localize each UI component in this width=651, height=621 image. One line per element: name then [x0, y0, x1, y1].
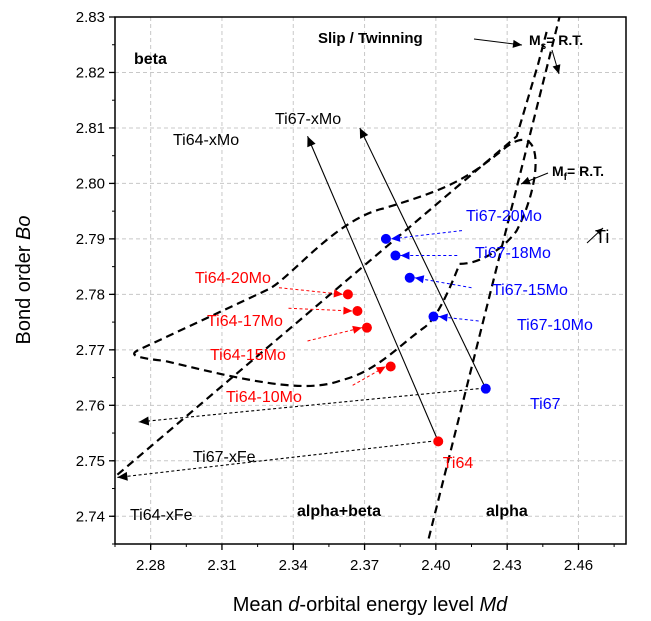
data-points — [342, 233, 491, 447]
label-arrow — [307, 327, 363, 342]
data-point — [428, 311, 439, 322]
vector-label: Ti67-xFe — [193, 449, 256, 466]
ti67-xmo-vector-head — [359, 127, 369, 139]
alpha-beta-boundary-curve — [133, 138, 537, 388]
x-tick-label: 2.40 — [421, 557, 450, 574]
label-arrow — [390, 230, 463, 240]
region-label-slip-twinning: Slip / Twinning — [318, 30, 423, 47]
ti64-xmo-vector — [307, 136, 439, 442]
label-arrow-head — [352, 325, 362, 334]
ti64-xfe-vector — [117, 440, 432, 478]
axis-ticks: 2.28 2.31 2.34 2.37 2.40 2.43 2.46 2.74 2.75 2.76… — [76, 9, 615, 574]
data-point — [342, 289, 353, 300]
region-label-alpha: alpha — [486, 503, 528, 520]
point-labels: Ti64 Ti64-10Mo Ti64-15Mo Ti64-17Mo Ti64-20Mo… — [195, 208, 593, 472]
y-tick-label: 2.83 — [76, 9, 105, 26]
x-tick-label: 2.28 — [136, 557, 165, 574]
label-arrows — [278, 38, 561, 386]
point-label: Ti67-15Mo — [492, 282, 568, 299]
label-arrow — [352, 366, 386, 386]
point-label: Ti67-20Mo — [466, 208, 542, 225]
y-tick-label: 2.76 — [76, 397, 105, 414]
x-tick-label: 2.46 — [564, 557, 593, 574]
data-point — [385, 361, 396, 372]
grid — [115, 16, 626, 544]
label-arrow-head — [343, 306, 353, 315]
data-point — [480, 383, 491, 394]
x-tick-label: 2.37 — [350, 557, 379, 574]
y-tick-label: 2.75 — [76, 453, 105, 470]
y-tick-label: 2.80 — [76, 175, 105, 192]
data-point — [352, 306, 363, 317]
x-axis-title: Mean d-orbital energy level Md — [233, 594, 508, 616]
y-axis-title: Bond order Bo — [13, 216, 35, 345]
beta-boundary-line — [116, 27, 549, 476]
data-point — [361, 322, 372, 333]
label-arrow-head — [390, 233, 401, 242]
y-tick-label: 2.78 — [76, 286, 105, 303]
label-arrow-head — [400, 251, 410, 260]
vector-label: Ti64-xMo — [173, 132, 239, 149]
label-arrow — [414, 277, 472, 289]
region-label-alpha-beta: alpha+beta — [297, 503, 381, 520]
x-tick-label: 2.34 — [279, 557, 308, 574]
ti67-xfe-vector-head — [138, 416, 150, 426]
label-arrow — [278, 287, 343, 295]
ms-label: Ms= R.T. — [529, 32, 583, 52]
point-label: Ti64-20Mo — [195, 270, 271, 287]
point-label: Ti64-10Mo — [226, 389, 302, 406]
ms-boundary-line — [427, 16, 561, 539]
phase-boundaries — [116, 16, 561, 539]
data-point — [404, 272, 415, 283]
x-tick-label: 2.43 — [493, 557, 522, 574]
alloying-vectors — [117, 127, 487, 481]
point-label: Ti67-10Mo — [517, 317, 593, 334]
label-arrow-head — [438, 313, 448, 322]
point-label: Ti67-18Mo — [475, 245, 551, 262]
ti-pointer-head — [595, 228, 603, 236]
label-arrow-head — [333, 289, 343, 298]
data-point — [433, 436, 444, 447]
y-tick-label: 2.81 — [76, 120, 105, 137]
ti67-xmo-vector — [359, 127, 487, 389]
ti64-xmo-vector-head — [307, 136, 316, 148]
point-label: Ti67 — [530, 396, 561, 413]
label-arrow-head — [375, 366, 386, 375]
mf-arrow-head — [521, 176, 531, 185]
vector-label: Ti64-xFe — [130, 507, 193, 524]
label-arrow — [288, 307, 353, 312]
y-tick-label: 2.74 — [76, 508, 105, 525]
slip-twinning-arrow-head — [512, 39, 522, 48]
ms-arrow-head — [552, 64, 561, 74]
ti64-xfe-vector-head — [117, 471, 128, 481]
region-label-beta: beta — [134, 51, 167, 68]
point-label: Ti64 — [443, 455, 474, 472]
y-tick-label: 2.82 — [76, 64, 105, 81]
vector-label: Ti67-xMo — [275, 111, 341, 128]
y-tick-label: 2.79 — [76, 231, 105, 248]
point-label: Ti64-17Mo — [207, 313, 283, 330]
ti67-xfe-vector — [138, 388, 479, 423]
label-arrow-head — [414, 275, 425, 284]
plot-frame — [114, 16, 627, 545]
x-tick-label: 2.31 — [207, 557, 236, 574]
y-tick-label: 2.77 — [76, 342, 105, 359]
annotations: beta alpha+beta alpha Slip / Twinning Ti64-x… — [130, 30, 609, 524]
data-point — [380, 233, 391, 244]
mf-label: Mf= R.T. — [552, 163, 604, 183]
point-label: Ti64-15Mo — [210, 347, 286, 364]
data-point — [390, 250, 401, 261]
